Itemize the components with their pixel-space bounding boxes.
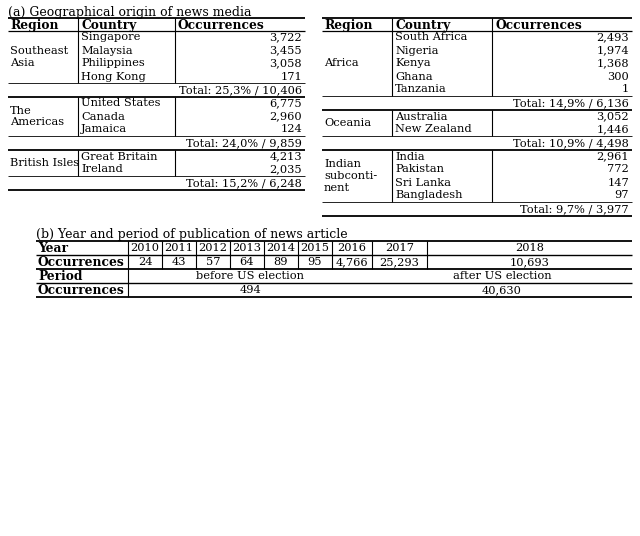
- Text: Occurrences: Occurrences: [38, 256, 125, 269]
- Text: 1: 1: [621, 85, 629, 94]
- Text: Southeast
Asia: Southeast Asia: [10, 46, 68, 68]
- Text: India: India: [395, 152, 424, 161]
- Text: 1,368: 1,368: [596, 58, 629, 69]
- Text: Indian
subconti-
nent: Indian subconti- nent: [324, 159, 377, 192]
- Text: 40,630: 40,630: [482, 285, 522, 295]
- Text: 10,693: 10,693: [509, 257, 549, 267]
- Text: (b) Year and period of publication of news article: (b) Year and period of publication of ne…: [36, 228, 348, 241]
- Text: Total: 14,9% / 6,136: Total: 14,9% / 6,136: [513, 98, 629, 108]
- Text: 4,766: 4,766: [336, 257, 368, 267]
- Text: United States: United States: [81, 99, 161, 108]
- Text: 2015: 2015: [301, 243, 330, 253]
- Text: 147: 147: [607, 177, 629, 188]
- Text: 2,960: 2,960: [269, 111, 302, 122]
- Text: Nigeria: Nigeria: [395, 46, 438, 56]
- Text: Ghana: Ghana: [395, 71, 433, 81]
- Text: after US election: after US election: [452, 271, 551, 281]
- Text: 3,058: 3,058: [269, 58, 302, 69]
- Text: Occurrences: Occurrences: [178, 19, 265, 32]
- Text: Canada: Canada: [81, 111, 125, 122]
- Text: 2,961: 2,961: [596, 152, 629, 161]
- Text: 2017: 2017: [385, 243, 414, 253]
- Text: (a) Geographical origin of news media: (a) Geographical origin of news media: [8, 6, 252, 19]
- Text: Sri Lanka: Sri Lanka: [395, 177, 451, 188]
- Text: 43: 43: [172, 257, 186, 267]
- Text: 57: 57: [205, 257, 220, 267]
- Text: Ireland: Ireland: [81, 165, 123, 175]
- Text: New Zealand: New Zealand: [395, 124, 472, 135]
- Text: 2011: 2011: [164, 243, 193, 253]
- Text: Africa: Africa: [324, 58, 358, 69]
- Text: Region: Region: [10, 19, 58, 32]
- Text: 3,052: 3,052: [596, 111, 629, 122]
- Text: 3,722: 3,722: [269, 33, 302, 42]
- Text: The
Americas: The Americas: [10, 106, 64, 128]
- Text: 171: 171: [280, 71, 302, 81]
- Text: 2010: 2010: [131, 243, 159, 253]
- Text: 64: 64: [240, 257, 254, 267]
- Text: Australia: Australia: [395, 111, 447, 122]
- Text: 772: 772: [607, 165, 629, 175]
- Text: 95: 95: [308, 257, 323, 267]
- Text: Total: 15,2% / 6,248: Total: 15,2% / 6,248: [186, 178, 302, 188]
- Text: Total: 10,9% / 4,498: Total: 10,9% / 4,498: [513, 138, 629, 148]
- Text: 2012: 2012: [198, 243, 227, 253]
- Text: Total: 9,7% / 3,977: Total: 9,7% / 3,977: [520, 204, 629, 214]
- Text: 3,455: 3,455: [269, 46, 302, 56]
- Text: 4,213: 4,213: [269, 152, 302, 161]
- Text: 2014: 2014: [266, 243, 296, 253]
- Text: Hong Kong: Hong Kong: [81, 71, 146, 81]
- Text: 89: 89: [274, 257, 288, 267]
- Text: Singapore: Singapore: [81, 33, 140, 42]
- Text: 300: 300: [607, 71, 629, 81]
- Text: 24: 24: [138, 257, 152, 267]
- Text: Kenya: Kenya: [395, 58, 431, 69]
- Text: Country: Country: [395, 19, 451, 32]
- Text: Bangladesh: Bangladesh: [395, 190, 463, 200]
- Text: Country: Country: [81, 19, 136, 32]
- Text: Pakistan: Pakistan: [395, 165, 444, 175]
- Text: 2,035: 2,035: [269, 165, 302, 175]
- Text: Tanzania: Tanzania: [395, 85, 447, 94]
- Text: Total: 25,3% / 10,406: Total: 25,3% / 10,406: [179, 85, 302, 95]
- Text: South Africa: South Africa: [395, 33, 467, 42]
- Text: Occurrences: Occurrences: [495, 19, 582, 32]
- Text: 124: 124: [280, 124, 302, 135]
- Text: Philippines: Philippines: [81, 58, 145, 69]
- Text: Great Britain: Great Britain: [81, 152, 157, 161]
- Text: 25,293: 25,293: [380, 257, 419, 267]
- Text: Region: Region: [324, 19, 372, 32]
- Text: Total: 24,0% / 9,859: Total: 24,0% / 9,859: [186, 138, 302, 148]
- Text: Period: Period: [38, 270, 83, 282]
- Text: 2018: 2018: [515, 243, 544, 253]
- Text: before US election: before US election: [196, 271, 304, 281]
- Text: 97: 97: [614, 190, 629, 200]
- Text: 494: 494: [239, 285, 261, 295]
- Text: 6,775: 6,775: [269, 99, 302, 108]
- Text: Year: Year: [38, 242, 68, 255]
- Text: Malaysia: Malaysia: [81, 46, 132, 56]
- Text: 1,974: 1,974: [596, 46, 629, 56]
- Text: 1,446: 1,446: [596, 124, 629, 135]
- Text: Occurrences: Occurrences: [38, 284, 125, 296]
- Text: British Isles: British Isles: [10, 158, 79, 168]
- Text: Oceania: Oceania: [324, 118, 371, 128]
- Text: 2016: 2016: [337, 243, 367, 253]
- Text: Jamaica: Jamaica: [81, 124, 127, 135]
- Text: 2013: 2013: [232, 243, 262, 253]
- Text: 2,493: 2,493: [596, 33, 629, 42]
